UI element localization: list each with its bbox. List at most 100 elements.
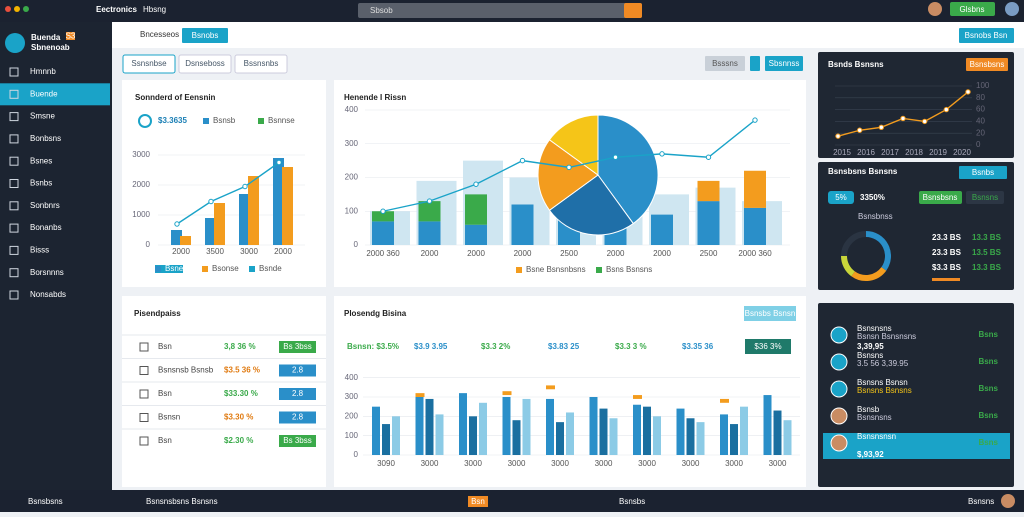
tab[interactable] bbox=[178, 54, 232, 74]
label: 13.5 BS bbox=[972, 248, 1002, 257]
x-tick-label: 2500 bbox=[560, 249, 578, 258]
donut-segment bbox=[841, 255, 856, 277]
nav-icon[interactable] bbox=[9, 245, 19, 255]
header-button[interactable] bbox=[182, 28, 228, 43]
label: 3,39,95 bbox=[857, 342, 884, 351]
x-tick-label: 3000 bbox=[421, 459, 439, 468]
user-button[interactable] bbox=[950, 2, 995, 16]
bar bbox=[205, 218, 216, 245]
button[interactable] bbox=[919, 191, 962, 204]
bar bbox=[502, 397, 511, 455]
y-tick-label: 1000 bbox=[132, 210, 150, 219]
nav-icon[interactable] bbox=[9, 156, 19, 166]
x-tick-label: 2020 bbox=[953, 148, 971, 157]
bar bbox=[696, 422, 705, 455]
card-title: Plosendg Bisina bbox=[344, 309, 407, 318]
label: Glsbns bbox=[960, 5, 985, 14]
label: $2.30 % bbox=[224, 436, 253, 445]
y-tick-label: 100 bbox=[976, 81, 990, 90]
bottom-bar bbox=[0, 490, 1024, 512]
label: Bsnbs bbox=[972, 168, 994, 177]
label: Bsnsn bbox=[158, 413, 180, 422]
nav-icon[interactable] bbox=[9, 223, 19, 233]
avatar bbox=[1001, 494, 1015, 508]
search-button[interactable] bbox=[624, 3, 642, 18]
button[interactable] bbox=[959, 166, 1007, 179]
x-tick-label: 3000 bbox=[464, 459, 482, 468]
nav-item: Bonbsns bbox=[30, 134, 61, 143]
row-icon[interactable] bbox=[139, 389, 149, 399]
nav-icon[interactable] bbox=[9, 67, 19, 77]
x-tick-label: 3090 bbox=[377, 459, 395, 468]
x-tick-label: 2500 bbox=[700, 249, 718, 258]
label: Bsns bbox=[978, 384, 998, 393]
bar bbox=[180, 236, 191, 245]
line bbox=[176, 161, 280, 225]
label: $3.3635 bbox=[158, 116, 187, 125]
bar bbox=[372, 406, 380, 455]
label: Bsssns bbox=[712, 59, 738, 68]
line-point bbox=[519, 157, 526, 164]
bar bbox=[643, 406, 651, 455]
nav-icon[interactable] bbox=[9, 268, 19, 278]
line-point bbox=[380, 208, 386, 214]
button[interactable] bbox=[966, 58, 1008, 71]
line-point bbox=[426, 198, 433, 204]
logo-icon bbox=[5, 33, 25, 53]
bar bbox=[479, 402, 487, 455]
search-box[interactable] bbox=[358, 3, 642, 18]
x-tick-label: 3000 bbox=[725, 459, 743, 468]
nav-icon[interactable] bbox=[9, 290, 19, 300]
label: 2.8 bbox=[292, 366, 304, 375]
line-point bbox=[612, 154, 619, 160]
label: Bsnsns bbox=[857, 351, 883, 360]
label: Bsnsn: $3.5% bbox=[347, 342, 399, 351]
bar bbox=[511, 204, 534, 245]
header-button[interactable] bbox=[959, 28, 1014, 43]
nav-icon[interactable] bbox=[9, 112, 19, 122]
bar bbox=[372, 221, 394, 245]
button[interactable] bbox=[744, 306, 796, 321]
x-tick-label: 2000 bbox=[172, 247, 190, 256]
row-icon[interactable] bbox=[139, 342, 149, 352]
label: Bsn bbox=[158, 342, 172, 351]
legend-swatch bbox=[155, 265, 183, 273]
nav-icon[interactable] bbox=[9, 201, 19, 211]
y-tick-label: 0 bbox=[354, 240, 359, 249]
nav-icon[interactable] bbox=[9, 179, 19, 188]
bar bbox=[546, 398, 554, 455]
row-icon[interactable] bbox=[139, 366, 149, 375]
y-tick-label: 100 bbox=[345, 206, 359, 215]
label: $,93,92 bbox=[857, 450, 884, 459]
nav-item: Sonbnrs bbox=[30, 201, 60, 210]
nav-icon[interactable] bbox=[9, 89, 19, 99]
button[interactable] bbox=[966, 191, 1004, 204]
toolbar-button[interactable] bbox=[765, 56, 803, 71]
label: Bsn bbox=[158, 436, 172, 445]
dark-card bbox=[818, 162, 1014, 290]
legend-swatch bbox=[249, 266, 255, 272]
avatar[interactable] bbox=[928, 2, 942, 16]
label: Bsnsns bbox=[972, 193, 998, 202]
stat-icon bbox=[138, 114, 152, 128]
row-icon[interactable] bbox=[139, 436, 149, 446]
legend-swatch bbox=[155, 266, 161, 272]
tab[interactable] bbox=[122, 54, 176, 74]
x-tick-label: 2000 bbox=[607, 249, 625, 258]
toolbar-button[interactable] bbox=[705, 56, 745, 71]
y-tick-label: 0 bbox=[146, 240, 151, 249]
row-avatar bbox=[830, 353, 848, 371]
bar bbox=[546, 385, 555, 390]
bar bbox=[633, 395, 642, 399]
tab[interactable] bbox=[234, 54, 288, 74]
label: 13.3 BS bbox=[972, 263, 1002, 272]
bottom-button[interactable] bbox=[468, 496, 488, 507]
line-point bbox=[965, 89, 971, 95]
donut-segment bbox=[841, 231, 867, 257]
avatar[interactable] bbox=[1005, 2, 1019, 16]
row-icon[interactable] bbox=[139, 413, 149, 422]
toolbar-button[interactable] bbox=[750, 56, 760, 71]
label: Bsnsbs bbox=[619, 497, 645, 506]
nav-icon[interactable] bbox=[9, 134, 19, 144]
x-tick-label: 2019 bbox=[929, 148, 947, 157]
